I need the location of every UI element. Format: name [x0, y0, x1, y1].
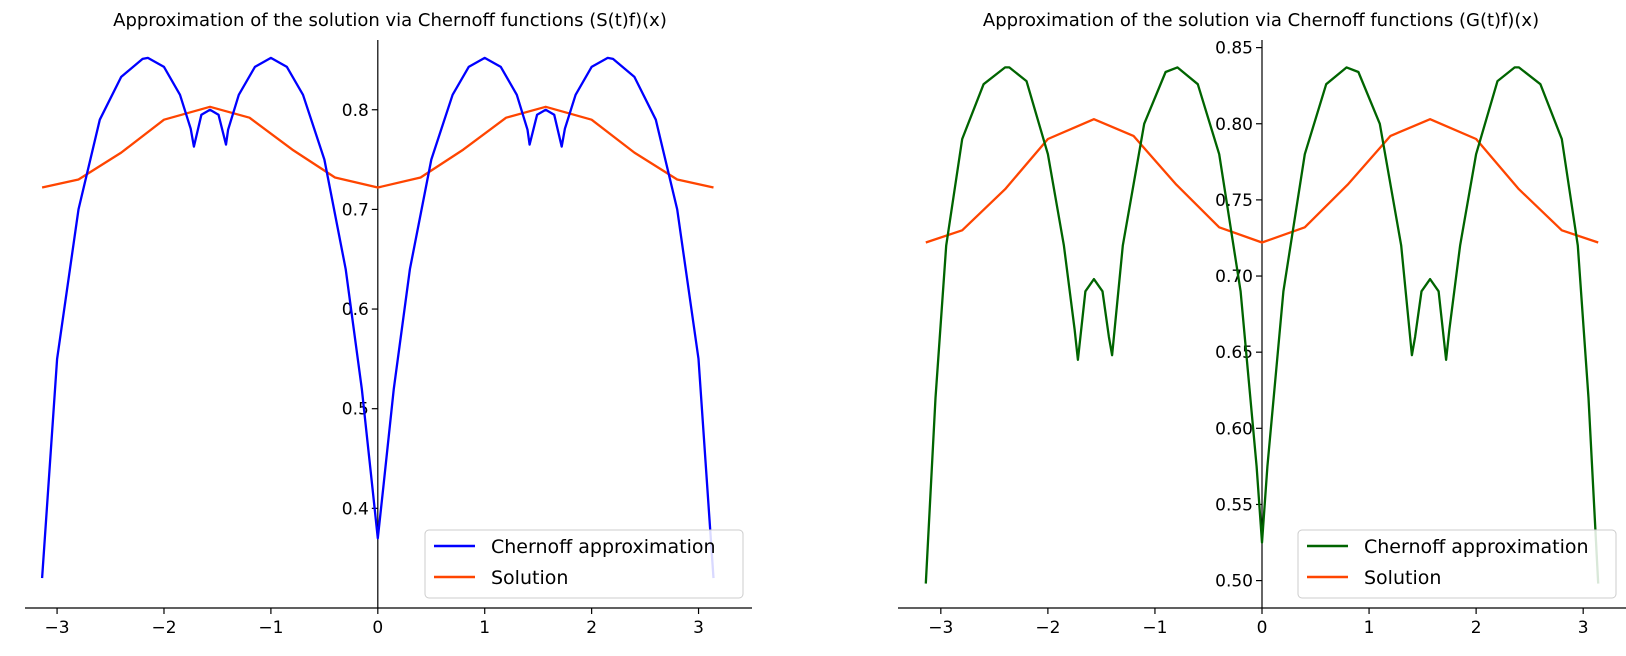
y-tick-label: 0.6	[342, 300, 369, 320]
y-tick-label: 0.65	[1215, 343, 1253, 363]
legend-label-chernoff: Chernoff approximation	[1364, 536, 1589, 558]
x-tick-label: −3	[928, 618, 953, 638]
series-group	[924, 66, 1600, 584]
series-solution	[41, 105, 714, 189]
y-tick-label: 0.55	[1215, 495, 1253, 515]
y-tick-label: 0.70	[1215, 267, 1253, 287]
x-tick-label: 0	[1257, 618, 1268, 638]
x-tick-label: 3	[1578, 618, 1589, 638]
chart-title: Approximation of the solution via Cherno…	[983, 10, 1539, 31]
chart-g-panel: Approximation of the solution via Cherno…	[898, 10, 1626, 638]
x-tick-label: −1	[258, 618, 283, 638]
y-tick-label: 0.4	[342, 499, 369, 519]
legend-box	[424, 529, 744, 599]
axes: −3 −2 −1 0 1 2 3 0.50 0.55 0.60 0.65 0.70 0.75 0.80 0.…	[898, 39, 1626, 638]
series-group	[40, 56, 715, 579]
y-tick-label: 0.8	[342, 101, 369, 121]
x-tick-label: −1	[1142, 618, 1167, 638]
legend-label-solution: Solution	[491, 567, 568, 589]
y-tick-label: 0.60	[1215, 419, 1253, 439]
y-tick-label: 0.5	[342, 400, 369, 420]
legend-label-solution: Solution	[1364, 567, 1441, 589]
y-tick-label: 0.80	[1215, 115, 1253, 135]
x-tick-label: −2	[1035, 618, 1060, 638]
x-tick-label: 1	[1364, 618, 1375, 638]
x-tick-label: 0	[372, 618, 383, 638]
y-tick-label: 0.7	[342, 200, 369, 220]
x-tick-label: −3	[45, 618, 70, 638]
series-solution	[925, 118, 1599, 244]
chart-s-panel: Approximation of the solution via Cherno…	[25, 10, 752, 638]
x-tick-label: 2	[586, 618, 597, 638]
axes: −3 −2 −1 0 1 2 3 0.4 0.5 0.6 0.7 0.8	[25, 40, 752, 638]
series-chernoff-approximation	[924, 66, 1600, 584]
legend: Chernoff approximation Solution	[1297, 529, 1617, 599]
y-tick-label: 0.75	[1215, 191, 1253, 211]
x-tick-label: −2	[151, 618, 176, 638]
y-tick-label: 0.85	[1215, 39, 1253, 59]
y-tick-label: 0.50	[1215, 572, 1253, 592]
x-tick-label: 1	[479, 618, 490, 638]
series-chernoff-approximation	[40, 56, 715, 579]
chart-title: Approximation of the solution via Cherno…	[113, 10, 667, 31]
legend: Chernoff approximation Solution	[424, 529, 744, 599]
x-tick-label: 3	[693, 618, 704, 638]
legend-label-chernoff: Chernoff approximation	[491, 536, 716, 558]
x-tick-label: 2	[1471, 618, 1482, 638]
legend-box	[1297, 529, 1617, 599]
